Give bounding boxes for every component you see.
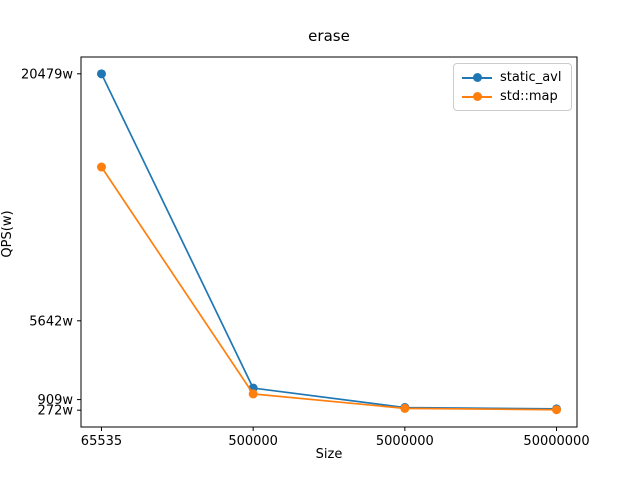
data-point [96,69,106,79]
data-point [552,405,562,415]
y-axis-label: QPS(w) [0,210,15,258]
legend-label: std::map [500,89,558,104]
legend-item: static_avl [462,70,561,85]
x-tick-label: 5000000 [376,434,434,449]
data-point [96,162,106,172]
y-tick-label: 272w [38,404,74,419]
legend-label: static_avl [500,70,562,85]
axes-frame [80,56,578,428]
chart-title: erase [308,27,350,45]
x-tick-label: 65535 [81,434,122,449]
series-line-1 [100,166,558,411]
y-tick-label: 909w [38,393,74,408]
y-tick-label: 5642w [29,314,73,329]
legend-item: std::map [462,89,561,104]
y-tick-label: 20479w [21,67,73,82]
legend-marker-icon [462,90,492,104]
data-point [400,403,410,413]
data-point [248,389,258,399]
x-axis-label: Size [315,447,343,462]
legend-marker-icon [462,71,492,85]
x-tick-label: 500000 [228,434,278,449]
x-tick-label: 50000000 [523,434,589,449]
